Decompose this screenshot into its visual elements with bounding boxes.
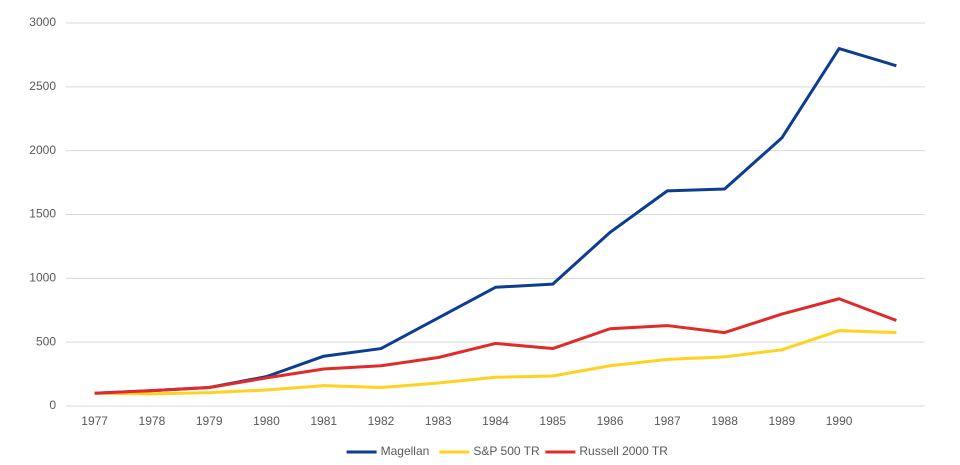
x-tick-label: 1981 [310, 414, 337, 428]
x-tick-label: 1978 [139, 414, 166, 428]
legend-label: Magellan [381, 444, 430, 458]
x-tick-label: 1990 [826, 414, 853, 428]
y-tick-label: 2000 [29, 143, 56, 157]
x-tick-label: 1985 [539, 414, 566, 428]
series-line [94, 329, 897, 396]
y-tick-label: 2500 [29, 79, 56, 93]
legend-label: Russell 2000 TR [579, 444, 668, 458]
series-line [94, 47, 897, 395]
series-line [94, 297, 897, 395]
x-tick-label: 1989 [768, 414, 795, 428]
x-tick-label: 1987 [654, 414, 681, 428]
x-tick-label: 1982 [368, 414, 395, 428]
y-tick-label: 500 [36, 334, 56, 348]
y-tick-label: 1000 [29, 271, 56, 285]
y-tick-label: 3000 [29, 15, 56, 29]
y-tick-label: 1500 [29, 207, 56, 221]
x-tick-label: 1979 [196, 414, 223, 428]
x-tick-label: 1986 [597, 414, 624, 428]
x-tick-label: 1988 [711, 414, 738, 428]
x-tick-label: 1984 [482, 414, 509, 428]
x-tick-label: 1980 [253, 414, 280, 428]
legend-label: S&P 500 TR [473, 444, 540, 458]
x-tick-label: 1977 [81, 414, 108, 428]
y-tick-label: 0 [49, 398, 56, 412]
x-tick-label: 1983 [425, 414, 452, 428]
